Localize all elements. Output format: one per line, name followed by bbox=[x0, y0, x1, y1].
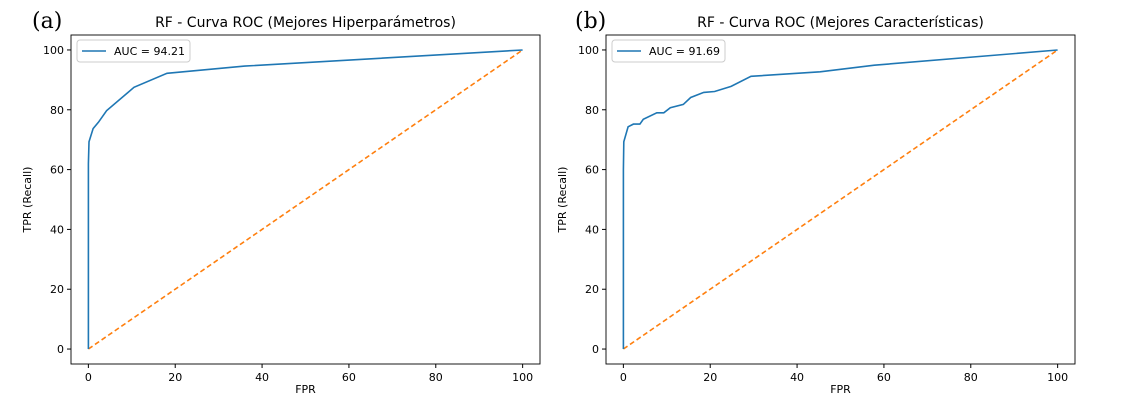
legend-label: AUC = 91.69 bbox=[649, 45, 720, 58]
x-axis-label: FPR bbox=[830, 383, 851, 396]
legend-label: AUC = 94.21 bbox=[114, 45, 185, 58]
legend-box bbox=[76, 39, 191, 63]
roc-curve bbox=[87, 49, 523, 349]
y-tick-label: 0 bbox=[57, 343, 64, 356]
y-axis-label: TPR (Recall) bbox=[21, 167, 34, 234]
x-tick-label: 40 bbox=[790, 371, 804, 384]
y-tick-label: 100 bbox=[578, 44, 599, 57]
x-tick-label: 100 bbox=[512, 371, 533, 384]
x-tick-label: 20 bbox=[703, 371, 717, 384]
x-tick-label: 40 bbox=[255, 371, 269, 384]
x-axis-label: FPR bbox=[295, 383, 316, 396]
y-tick-label: 40 bbox=[585, 223, 599, 236]
panel-b: (b) RF - Curva ROC (Mejores Característic… bbox=[556, 9, 1076, 396]
axes-frame bbox=[605, 34, 1076, 365]
y-tick-label: 20 bbox=[585, 283, 599, 296]
y-tick-label: 60 bbox=[585, 164, 599, 177]
y-axis-label: TPR (Recall) bbox=[556, 167, 569, 234]
x-tick-label: 100 bbox=[1047, 371, 1068, 384]
chance-line bbox=[622, 49, 1059, 350]
y-tick-label: 40 bbox=[50, 223, 64, 236]
x-tick-label: 80 bbox=[964, 371, 978, 384]
panel-a: (a) RF - Curva ROC (Mejores Hiperparámetr… bbox=[21, 9, 541, 396]
x-tick-label: 20 bbox=[168, 371, 182, 384]
chart-title: RF - Curva ROC (Mejores Características) bbox=[697, 15, 984, 31]
x-tick-label: 60 bbox=[342, 371, 356, 384]
roc-curve bbox=[622, 49, 1058, 349]
y-tick-label: 80 bbox=[50, 104, 64, 117]
x-tick-label: 0 bbox=[85, 371, 92, 384]
chance-line bbox=[87, 49, 524, 350]
legend: AUC = 91.69 bbox=[611, 39, 726, 63]
legend-box bbox=[611, 39, 726, 63]
y-tick-label: 80 bbox=[585, 104, 599, 117]
axes-frame bbox=[70, 34, 541, 365]
y-tick-label: 20 bbox=[50, 283, 64, 296]
chart-title: RF - Curva ROC (Mejores Hiperparámetros) bbox=[155, 15, 456, 31]
x-tick-label: 80 bbox=[429, 371, 443, 384]
panel-label: (b) bbox=[575, 9, 606, 34]
y-tick-label: 100 bbox=[43, 44, 64, 57]
y-tick-label: 60 bbox=[50, 164, 64, 177]
x-tick-label: 0 bbox=[620, 371, 627, 384]
panel-label: (a) bbox=[32, 9, 62, 34]
y-tick-label: 0 bbox=[592, 343, 599, 356]
x-tick-label: 60 bbox=[877, 371, 891, 384]
legend: AUC = 94.21 bbox=[76, 39, 191, 63]
